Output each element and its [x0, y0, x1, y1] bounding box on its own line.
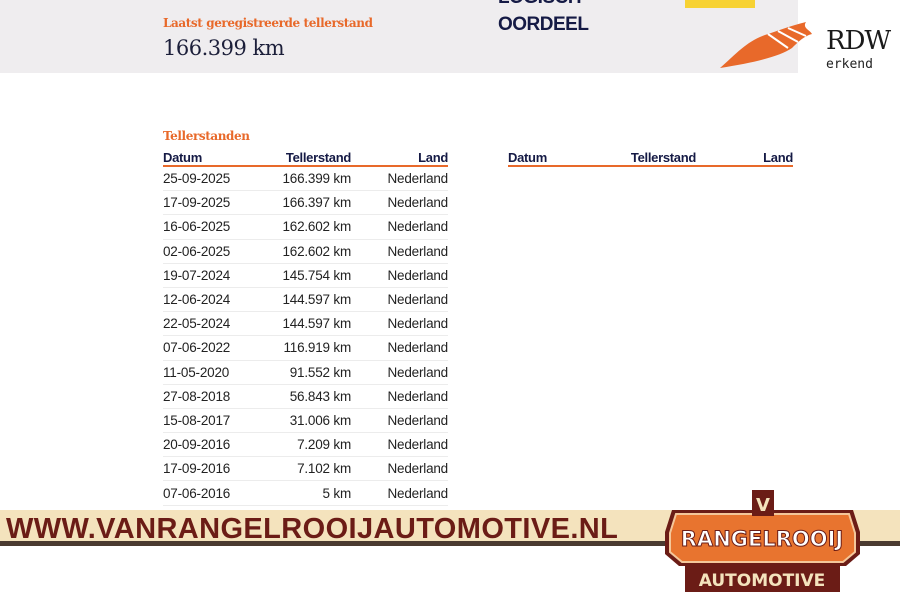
cell-reading: 116.919 km: [283, 340, 351, 356]
table-header: Datum Tellerstand Land: [163, 150, 448, 167]
col-date: Datum: [508, 150, 547, 165]
cell-reading: 162.602 km: [282, 243, 351, 259]
cell-country: Nederland: [387, 195, 449, 211]
table-row: 15-08-2017 31.006 km Nederland: [163, 409, 449, 434]
cell-country: Nederland: [387, 292, 449, 308]
cell-date: 25-09-2025: [163, 171, 231, 187]
cell-reading: 162.602 km: [282, 219, 351, 235]
table-title: Tellerstanden: [163, 129, 250, 143]
col-date: Datum: [163, 150, 202, 165]
table-row: 17-09-2025 166.397 km Nederland: [163, 191, 449, 216]
cell-date: 02-06-2025: [163, 243, 231, 259]
cell-date: 11-05-2020: [163, 364, 230, 380]
col-reading: Tellerstand: [285, 150, 351, 165]
odometer-table: Datum Tellerstand Land 25-09-2025 166.399…: [163, 150, 448, 506]
cell-country: Nederland: [387, 316, 449, 332]
last-reading-label: Laatst geregistreerde tellerstand: [163, 16, 373, 30]
cell-date: 17-09-2016: [163, 461, 231, 477]
table-row: 07-06-2016 5 km Nederland: [163, 481, 449, 506]
cell-country: Nederland: [387, 243, 449, 259]
cell-reading: 166.397 km: [282, 195, 351, 211]
table-header: Datum Tellerstand Land: [508, 150, 793, 167]
website-url[interactable]: WWW.VANRANGELROOIJAUTOMOTIVE.NL: [6, 513, 619, 545]
rangelrooij-logo: V RANGELROOIJ AUTOMOTIVE: [665, 490, 860, 592]
table-row: 17-09-2016 7.102 km Nederland: [163, 457, 449, 482]
col-country: Land: [763, 150, 793, 165]
table-row: 19-07-2024 145.754 km Nederland: [163, 264, 448, 288]
cell-date: 12-06-2024: [163, 292, 231, 308]
cell-country: Nederland: [387, 461, 449, 477]
table-row: 27-08-2018 56.843 km Nederland: [163, 385, 448, 409]
cell-date: 15-08-2017: [163, 412, 231, 428]
logo-letter: V: [756, 495, 770, 516]
cell-date: 07-06-2016: [163, 485, 231, 501]
cell-date: 22-05-2024: [163, 316, 231, 332]
rdw-feather-icon: [720, 22, 812, 68]
logo-name: RANGELROOIJ: [681, 527, 843, 551]
verdict-line1: LOGISCH: [498, 0, 582, 9]
cell-country: Nederland: [387, 340, 449, 356]
cell-date: 20-09-2016: [163, 437, 231, 453]
table-row: 20-09-2016 7.209 km Nederland: [163, 433, 449, 458]
cell-country: Nederland: [387, 267, 449, 283]
cell-reading: 144.597 km: [282, 316, 351, 332]
odometer-table-2: Datum Tellerstand Land: [508, 150, 793, 167]
cell-country: Nederland: [387, 485, 449, 501]
cell-country: Nederland: [387, 364, 449, 380]
verdict-line2: OORDEEL: [498, 14, 589, 35]
rdw-erkend: erkend: [826, 57, 873, 72]
last-reading-value: 166.399 km: [163, 36, 285, 60]
cell-country: Nederland: [387, 437, 449, 453]
logo-sub: AUTOMOTIVE: [699, 571, 826, 591]
col-country: Land: [418, 150, 448, 165]
cell-country: Nederland: [387, 171, 449, 187]
cell-date: 19-07-2024: [163, 267, 231, 283]
table-row: 11-05-2020 91.552 km Nederland: [163, 361, 448, 385]
table-row: 12-06-2024 144.597 km Nederland: [163, 288, 449, 313]
cell-reading: 166.399 km: [282, 171, 351, 187]
rdw-logo-text: RDW: [826, 26, 891, 56]
verdict-badge: [685, 0, 755, 8]
cell-reading: 31.006 km: [289, 412, 351, 428]
table-row: 07-06-2022 116.919 km Nederland: [163, 336, 449, 361]
summary-panel: [0, 0, 798, 73]
table-row: 16-06-2025 162.602 km Nederland: [163, 215, 449, 240]
cell-reading: 56.843 km: [289, 388, 351, 404]
cell-date: 16-06-2025: [163, 219, 231, 235]
cell-country: Nederland: [387, 388, 449, 404]
cell-reading: 7.102 km: [297, 461, 351, 477]
cell-date: 07-06-2022: [163, 340, 231, 356]
table-row: 02-06-2025 162.602 km Nederland: [163, 240, 448, 264]
cell-country: Nederland: [387, 412, 449, 428]
col-reading: Tellerstand: [630, 150, 696, 165]
table-row: 22-05-2024 144.597 km Nederland: [163, 312, 449, 337]
cell-date: 17-09-2025: [163, 195, 231, 211]
cell-country: Nederland: [387, 219, 449, 235]
cell-date: 27-08-2018: [163, 388, 231, 404]
cell-reading: 145.754 km: [282, 267, 351, 283]
cell-reading: 5 km: [322, 485, 352, 501]
cell-reading: 91.552 km: [289, 364, 351, 380]
cell-reading: 7.209 km: [297, 437, 351, 453]
table-row: 25-09-2025 166.399 km Nederland: [163, 167, 449, 192]
cell-reading: 144.597 km: [282, 292, 351, 308]
